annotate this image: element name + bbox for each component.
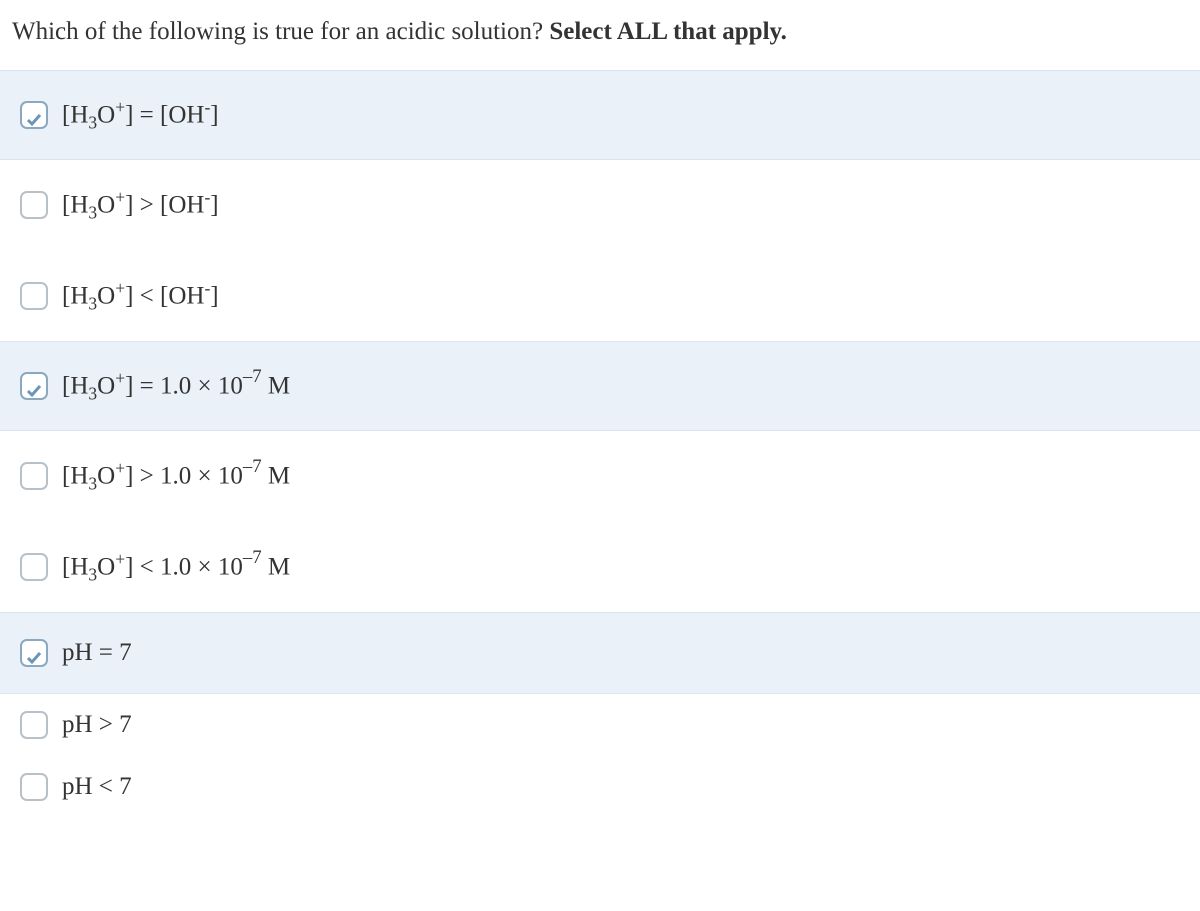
question-bold: Select ALL that apply.: [549, 18, 787, 45]
option-label: [H3O+] > [OH-]: [62, 187, 219, 223]
option-label: [H3O+] = [OH-]: [62, 97, 219, 133]
option-label: pH = 7: [62, 639, 132, 667]
checkbox[interactable]: [20, 711, 48, 739]
answer-option-eq_107[interactable]: [H3O+] = 1.0 × 10–7 M: [0, 341, 1200, 431]
checkbox[interactable]: [20, 462, 48, 490]
question-prefix: Which of the following is true for an ac…: [12, 18, 549, 45]
answer-option-gt_oh[interactable]: [H3O+] > [OH-]: [0, 160, 1200, 250]
answer-option-ph_eq7[interactable]: pH = 7: [0, 612, 1200, 694]
answer-option-gt_107[interactable]: [H3O+] > 1.0 × 10–7 M: [0, 431, 1200, 521]
answer-option-ph_gt7[interactable]: pH > 7: [0, 694, 1200, 756]
checkbox[interactable]: [20, 282, 48, 310]
option-label: pH < 7: [62, 773, 132, 801]
checkmark-icon: [26, 107, 42, 123]
answer-option-lt_oh[interactable]: [H3O+] < [OH-]: [0, 251, 1200, 341]
options-list: [H3O+] = [OH-] [H3O+] > [OH-] [H3O+] < […: [0, 70, 1200, 818]
answer-option-ph_lt7[interactable]: pH < 7: [0, 756, 1200, 818]
checkbox[interactable]: [20, 191, 48, 219]
checkbox[interactable]: [20, 639, 48, 667]
option-label: [H3O+] < [OH-]: [62, 278, 219, 314]
checkmark-icon: [26, 645, 42, 661]
option-label: pH > 7: [62, 711, 132, 739]
checkbox[interactable]: [20, 553, 48, 581]
answer-option-eq_oh[interactable]: [H3O+] = [OH-]: [0, 70, 1200, 160]
question-text: Which of the following is true for an ac…: [0, 0, 1200, 70]
option-label: [H3O+] > 1.0 × 10–7 M: [62, 458, 290, 494]
option-label: [H3O+] < 1.0 × 10–7 M: [62, 549, 290, 585]
checkmark-icon: [26, 378, 42, 394]
checkbox[interactable]: [20, 773, 48, 801]
checkbox[interactable]: [20, 372, 48, 400]
checkbox[interactable]: [20, 101, 48, 129]
answer-option-lt_107[interactable]: [H3O+] < 1.0 × 10–7 M: [0, 522, 1200, 612]
option-label: [H3O+] = 1.0 × 10–7 M: [62, 368, 290, 404]
